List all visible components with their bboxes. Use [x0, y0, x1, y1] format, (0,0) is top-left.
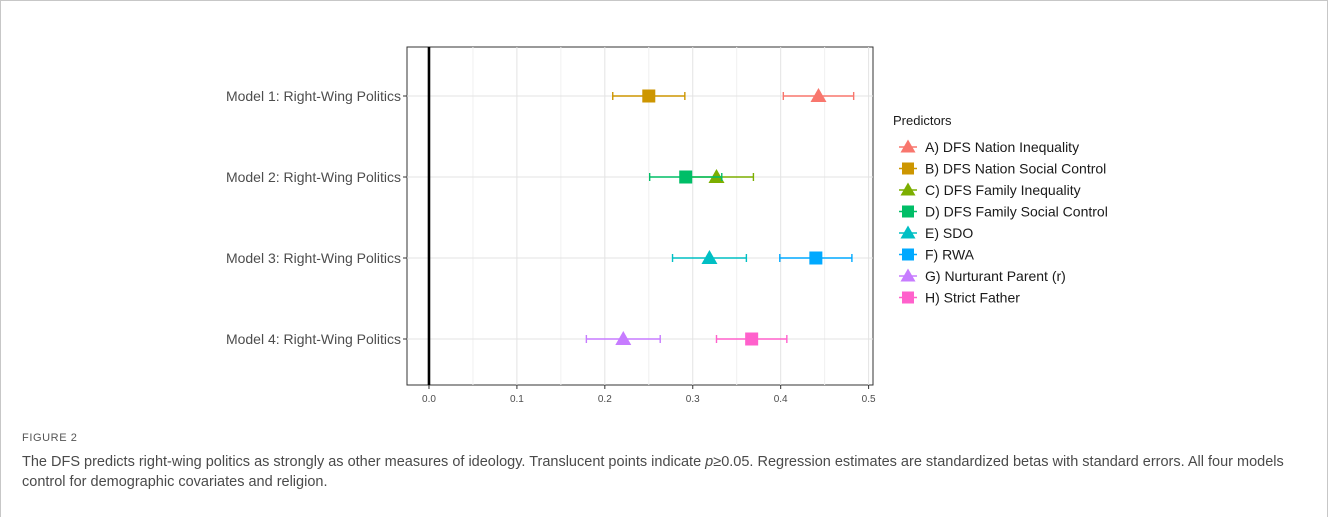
caption-text-part-2: ≥0.05. Regression estimates are standard…	[22, 454, 1284, 490]
estimate-f	[779, 251, 853, 265]
point-square	[745, 332, 759, 346]
legend-label: E) SDO	[925, 225, 973, 241]
legend-label: G) Nurturant Parent (r)	[925, 268, 1066, 284]
y-tick-label: Model 1: Right-Wing Politics	[226, 88, 401, 104]
legend-label: F) RWA	[925, 247, 975, 263]
legend-entry: F) RWA	[899, 247, 975, 263]
y-tick-label: Model 3: Right-Wing Politics	[226, 250, 401, 266]
estimate-marks	[585, 88, 855, 346]
legend-key-triangle	[900, 225, 916, 239]
point-square	[809, 251, 823, 265]
caption-p-symbol: p	[705, 454, 714, 470]
estimate-a	[782, 88, 855, 102]
legend-key-square	[902, 291, 914, 304]
figure-label: FIGURE 2	[22, 432, 78, 444]
point-triangle	[701, 250, 718, 264]
legend-entry: C) DFS Family Inequality	[899, 182, 1081, 198]
legend-key-square	[902, 162, 914, 175]
legend-entry: D) DFS Family Social Control	[899, 204, 1108, 220]
x-tick-label: 0.1	[510, 394, 524, 405]
legend-entry: H) Strict Father	[899, 290, 1020, 306]
x-tick-label: 0.3	[686, 394, 700, 405]
legend-key-square	[902, 205, 914, 218]
figure-caption: FIGURE 2 The DFS predicts right-wing pol…	[22, 432, 1312, 492]
top-rule	[0, 0, 1328, 1]
legend-label: D) DFS Family Social Control	[925, 204, 1108, 220]
point-triangle	[810, 88, 827, 102]
point-square	[679, 170, 693, 184]
legend-entry: G) Nurturant Parent (r)	[899, 268, 1066, 284]
x-tick-label: 0.2	[598, 394, 612, 405]
x-tick-label: 0.0	[422, 394, 436, 405]
estimate-h	[715, 332, 788, 346]
minor-gridlines	[472, 47, 826, 385]
y-tick-label: Model 4: Right-Wing Politics	[226, 331, 401, 347]
legend-key-triangle	[900, 268, 916, 282]
legend-label: C) DFS Family Inequality	[925, 182, 1081, 198]
estimate-e	[671, 250, 748, 264]
plot-panel	[406, 46, 874, 386]
legend-label: A) DFS Nation Inequality	[925, 139, 1079, 155]
x-axis: 0.0 0.1 0.2 0.3 0.4 0.5	[422, 385, 876, 405]
estimate-d	[648, 170, 723, 184]
point-triangle	[615, 331, 632, 345]
legend-key-triangle	[900, 139, 916, 153]
legend-key-triangle	[900, 182, 916, 196]
y-axis: Model 1: Right-Wing Politics Model 2: Rig…	[226, 88, 407, 347]
point-square	[642, 89, 656, 103]
legend-label: B) DFS Nation Social Control	[925, 161, 1106, 177]
legend-entry: E) SDO	[899, 225, 973, 241]
point-triangle	[708, 169, 725, 183]
legend-label: H) Strict Father	[925, 290, 1020, 306]
estimate-b	[612, 89, 686, 103]
estimate-g	[585, 331, 661, 345]
legend-title: Predictors	[893, 113, 952, 128]
legend: Predictors A) DFS Nation Inequality B) DF…	[893, 113, 1108, 306]
y-tick-label: Model 2: Right-Wing Politics	[226, 169, 401, 185]
x-tick-label: 0.4	[774, 394, 788, 405]
x-tick-label: 0.5	[862, 394, 876, 405]
coefficient-plot: Model 1: Right-Wing Politics Model 2: Rig…	[226, 46, 1108, 405]
legend-entry: A) DFS Nation Inequality	[899, 139, 1079, 155]
caption-text: The DFS predicts right-wing politics as …	[22, 452, 1312, 492]
legend-key-square	[902, 248, 914, 261]
caption-text-part-1: The DFS predicts right-wing politics as …	[22, 454, 706, 470]
legend-entry: B) DFS Nation Social Control	[899, 161, 1106, 177]
